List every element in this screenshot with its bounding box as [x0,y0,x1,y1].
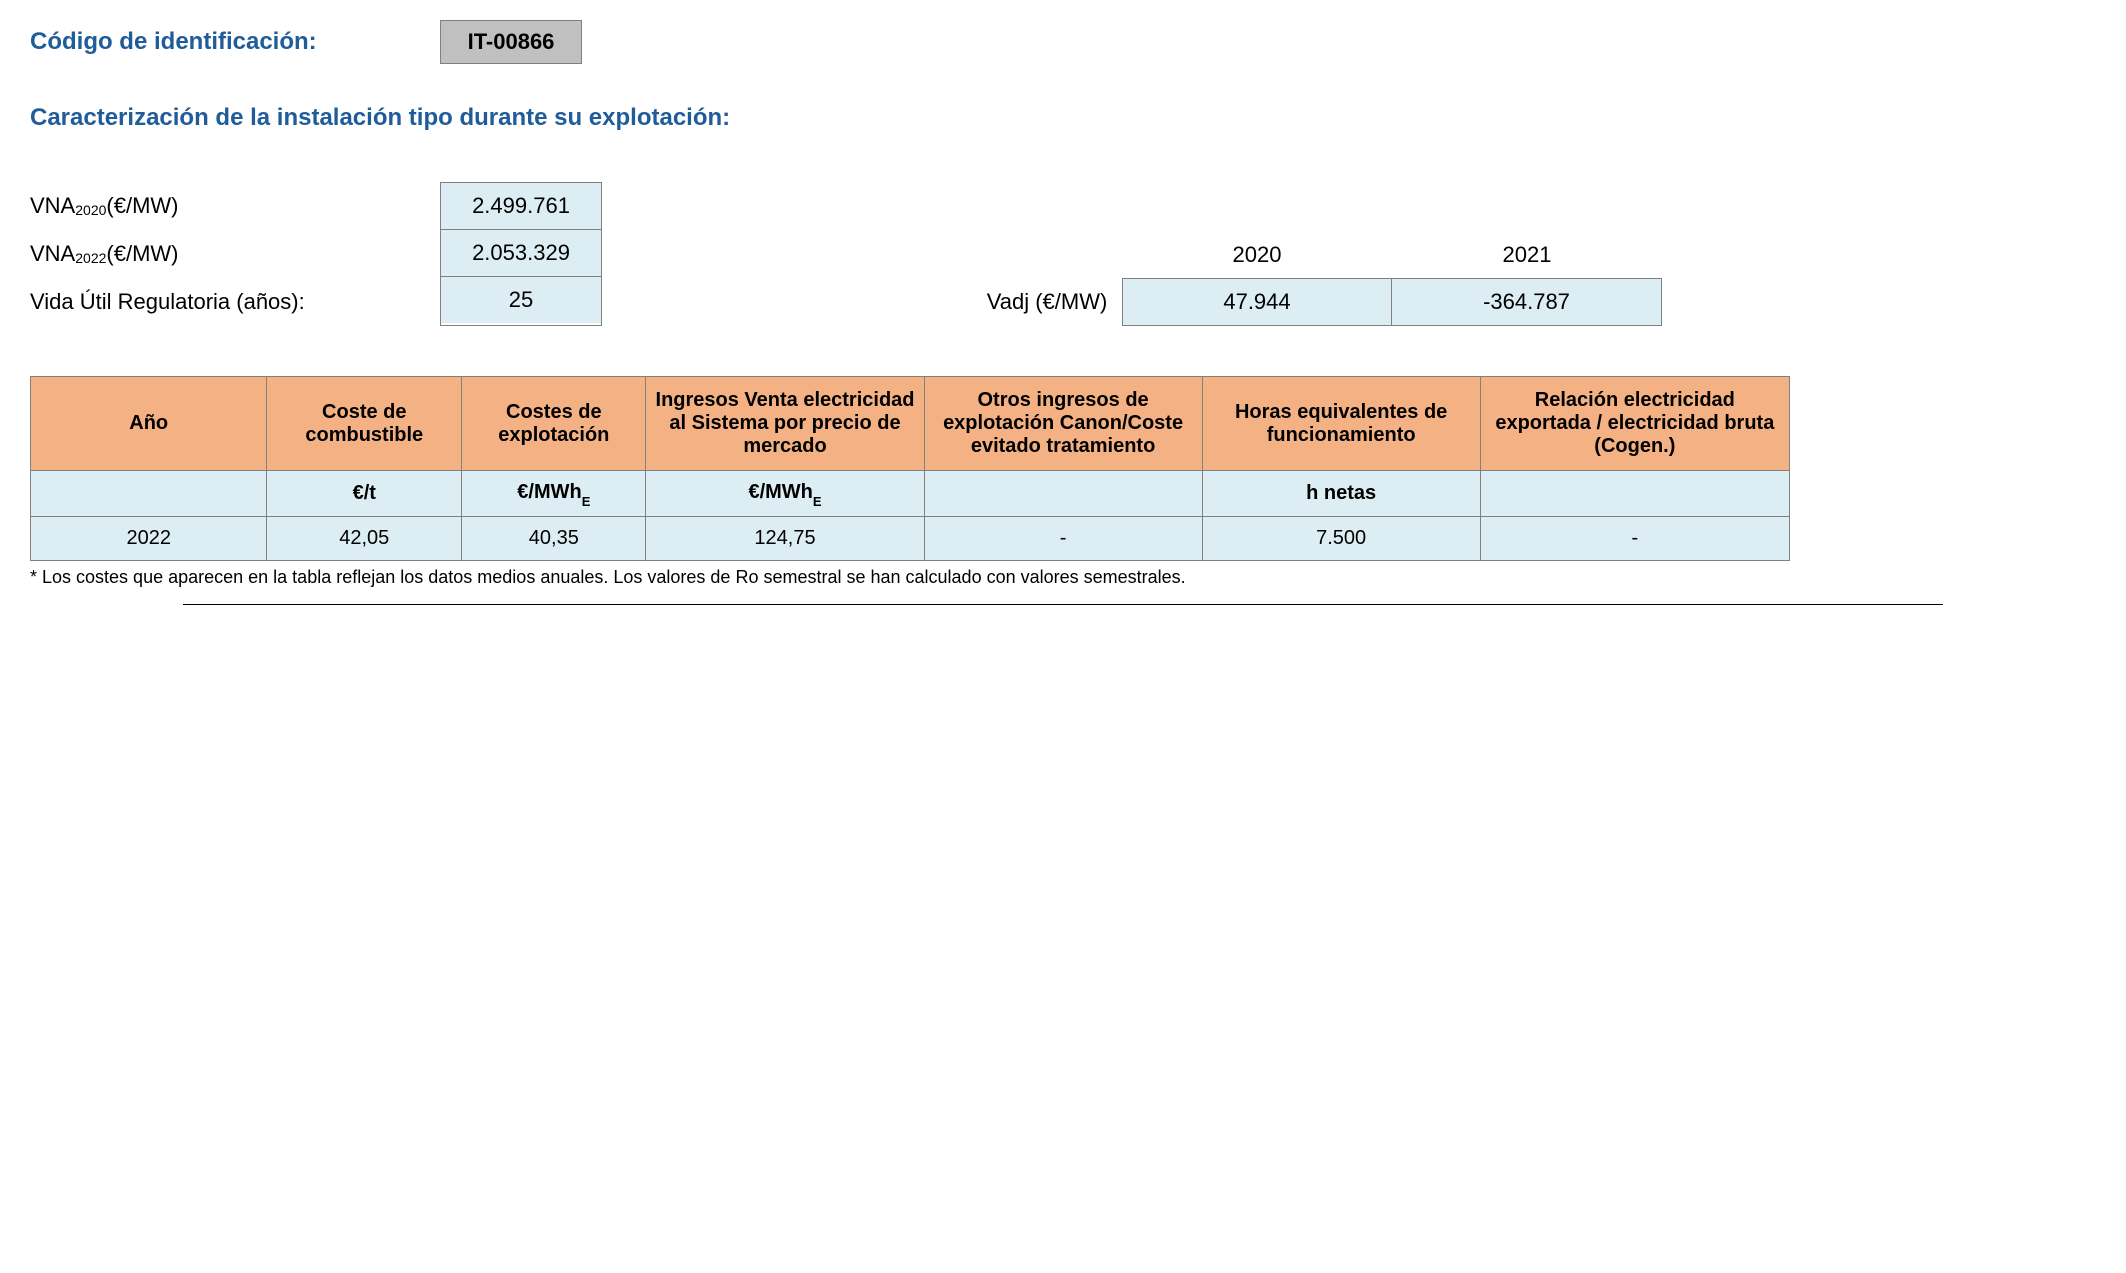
unit-ing-sub: E [813,494,822,509]
vadj-label: Vadj (€/MW) [972,289,1122,315]
params-left: VNA2020 (€/MW) VNA2022 (€/MW) Vida Útil … [30,182,602,326]
vna2022-label: VNA2022 (€/MW) [30,230,440,278]
cell-ing: 124,75 [646,517,924,561]
vadj-row: Vadj (€/MW) 47.944 -364.787 [972,278,1662,326]
vadj-area: 2020 2021 Vadj (€/MW) 47.944 -364.787 [972,232,1662,326]
footnote: * Los costes que aparecen en la tabla re… [30,567,2096,588]
vna2022-sub: 2022 [75,250,106,266]
vna2020-pre: VNA [30,193,75,219]
param-labels: VNA2020 (€/MW) VNA2022 (€/MW) Vida Útil … [30,182,440,326]
params-area: VNA2020 (€/MW) VNA2022 (€/MW) Vida Útil … [30,182,2096,326]
cell-rel: - [1480,517,1789,561]
param-values: 2.499.761 2.053.329 25 [440,182,602,326]
vna2020-post: (€/MW) [106,193,178,219]
unit-ing-pre: €/MWh [748,481,812,503]
unit-comb: €/t [267,471,462,517]
th-expl: Costes de explotación [462,377,646,471]
vna2020-sub: 2020 [75,202,106,218]
data-row: 2022 42,05 40,35 124,75 - 7.500 - [31,517,1790,561]
unit-ano [31,471,267,517]
unit-horas-text: h netas [1306,482,1376,504]
unit-expl-sub: E [582,494,591,509]
vna2022-post: (€/MW) [106,241,178,267]
vadj-val-2: -364.787 [1392,278,1662,326]
unit-expl: €/MWhE [462,471,646,517]
divider [183,604,1943,605]
cell-comb: 42,05 [267,517,462,561]
vna2022-pre: VNA [30,241,75,267]
unit-expl-pre: €/MWh [517,481,581,503]
vadj-year-1: 2020 [1122,232,1392,278]
header-row: Código de identificación: IT-00866 [30,20,2096,64]
code-value-box: IT-00866 [440,20,582,64]
vida-value: 25 [441,277,601,323]
code-label: Código de identificación: [30,28,440,56]
unit-ing: €/MWhE [646,471,924,517]
unit-otros [924,471,1202,517]
header-row-1: Año Coste de combustible Costes de explo… [31,377,1790,471]
table-head: Año Coste de combustible Costes de explo… [31,377,1790,471]
th-ano: Año [31,377,267,471]
vadj-year-2: 2021 [1392,232,1662,278]
th-horas: Horas equivalentes de funcionamiento [1202,377,1480,471]
unit-rel [1480,471,1789,517]
th-comb: Coste de combustible [267,377,462,471]
unit-comb-text: €/t [353,482,376,504]
cell-ano: 2022 [31,517,267,561]
th-ing: Ingresos Venta electricidad al Sistema p… [646,377,924,471]
cell-otros: - [924,517,1202,561]
vadj-val-1: 47.944 [1122,278,1392,326]
vida-label: Vida Útil Regulatoria (años): [30,278,440,326]
vna2020-label: VNA2020 (€/MW) [30,182,440,230]
cell-expl: 40,35 [462,517,646,561]
units-row: €/t €/MWhE €/MWhE h netas [31,471,1790,517]
cell-horas: 7.500 [1202,517,1480,561]
section-title: Caracterización de la instalación tipo d… [30,104,2096,132]
th-rel: Relación electricidad exportada / electr… [1480,377,1789,471]
unit-horas: h netas [1202,471,1480,517]
vadj-years: 2020 2021 [972,232,1662,278]
vna2022-value: 2.053.329 [441,230,601,277]
th-otros: Otros ingresos de explotación Canon/Cost… [924,377,1202,471]
table-body: €/t €/MWhE €/MWhE h netas 2022 42,05 40,… [31,471,1790,561]
vna2020-value: 2.499.761 [441,183,601,230]
main-table: Año Coste de combustible Costes de explo… [30,376,1790,561]
vadj-spacer [972,232,1122,278]
